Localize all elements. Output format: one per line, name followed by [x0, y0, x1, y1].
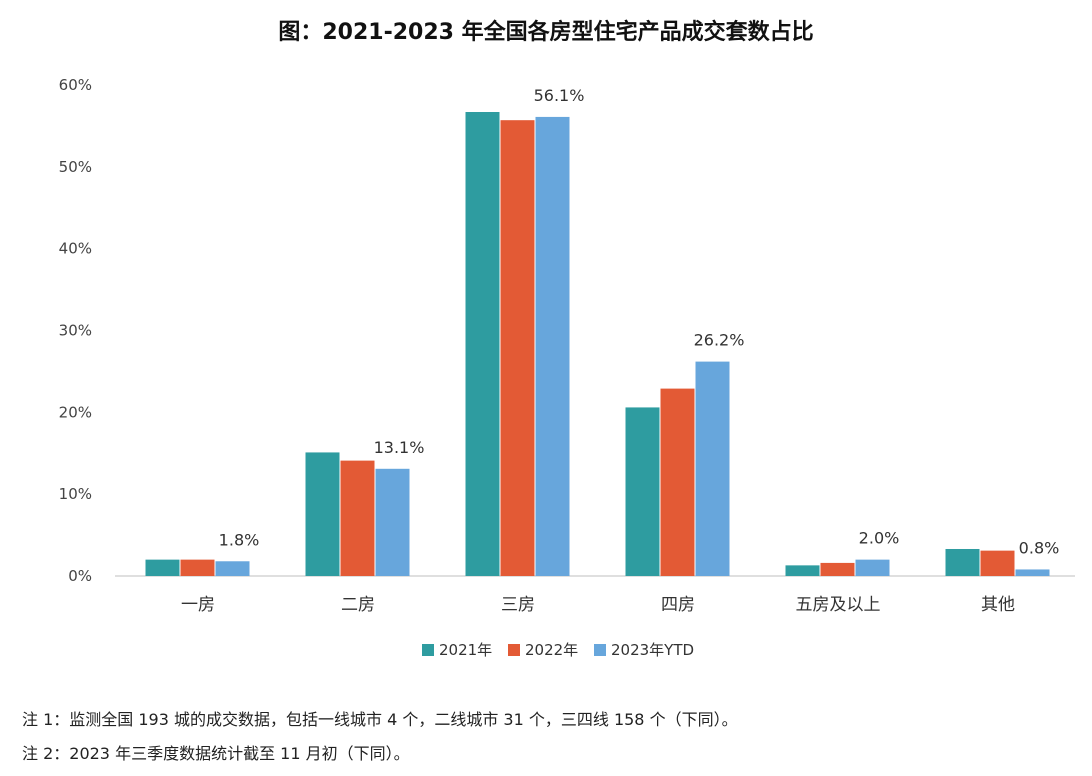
bar-chart: 0% 10% 20% 30% 40% 50% 60% 一房 二房 三房 四房 五房及以上 其他 1.8% 1… [59, 76, 1075, 659]
x-tick-label: 二房 [341, 595, 375, 615]
y-tick-label: 60% [59, 76, 92, 94]
x-tick-label: 四房 [661, 595, 695, 615]
bar-2-3 [695, 361, 730, 576]
bar-2-1 [375, 468, 410, 576]
y-tick-label: 20% [59, 403, 92, 421]
bar-1-0 [180, 559, 215, 576]
bar-0-1 [305, 452, 340, 576]
data-label: 13.1% [374, 438, 425, 457]
bar-2-4 [855, 559, 890, 576]
data-label: 1.8% [219, 530, 260, 549]
x-tick-label: 其他 [981, 595, 1015, 615]
bar-2-0 [215, 561, 250, 576]
y-tick-label: 30% [59, 322, 92, 340]
x-tick-label: 三房 [501, 595, 535, 615]
bar-1-4 [820, 562, 855, 576]
legend-label-1: 2022年 [525, 641, 578, 659]
y-tick-label: 0% [68, 567, 92, 585]
legend-swatch-0 [422, 644, 434, 656]
bar-2-2 [535, 116, 570, 576]
x-tick-label: 五房及以上 [796, 595, 881, 615]
bar-0-3 [625, 407, 660, 576]
chart-title: 图：2021-2023 年全国各房型住宅产品成交套数占比 [278, 20, 814, 45]
y-tick-label: 10% [59, 485, 92, 503]
bar-0-5 [945, 548, 980, 576]
x-tick-label: 一房 [181, 595, 215, 615]
bar-0-4 [785, 565, 820, 576]
bar-1-1 [340, 460, 375, 576]
footnote-2: 注 2：2023 年三季度数据统计截至 11 月初（下同）。 [22, 744, 410, 763]
data-label: 56.1% [534, 86, 585, 105]
bar-1-2 [500, 120, 535, 577]
bar-0-2 [465, 112, 500, 576]
bar-1-3 [660, 388, 695, 576]
y-tick-label: 50% [59, 158, 92, 176]
bar-1-5 [980, 550, 1015, 576]
bar-2-5 [1015, 569, 1050, 576]
bar-0-0 [145, 559, 180, 576]
legend-label-0: 2021年 [439, 641, 492, 659]
footnote-1: 注 1：监测全国 193 城的成交数据，包括一线城市 4 个，二线城市 31 个… [22, 710, 738, 729]
data-label: 26.2% [694, 331, 745, 350]
legend-swatch-2 [594, 644, 606, 656]
data-label: 2.0% [859, 529, 900, 548]
data-label: 0.8% [1019, 538, 1060, 557]
y-tick-label: 40% [59, 240, 92, 258]
legend-label-2: 2023年YTD [611, 641, 694, 659]
legend-swatch-1 [508, 644, 520, 656]
